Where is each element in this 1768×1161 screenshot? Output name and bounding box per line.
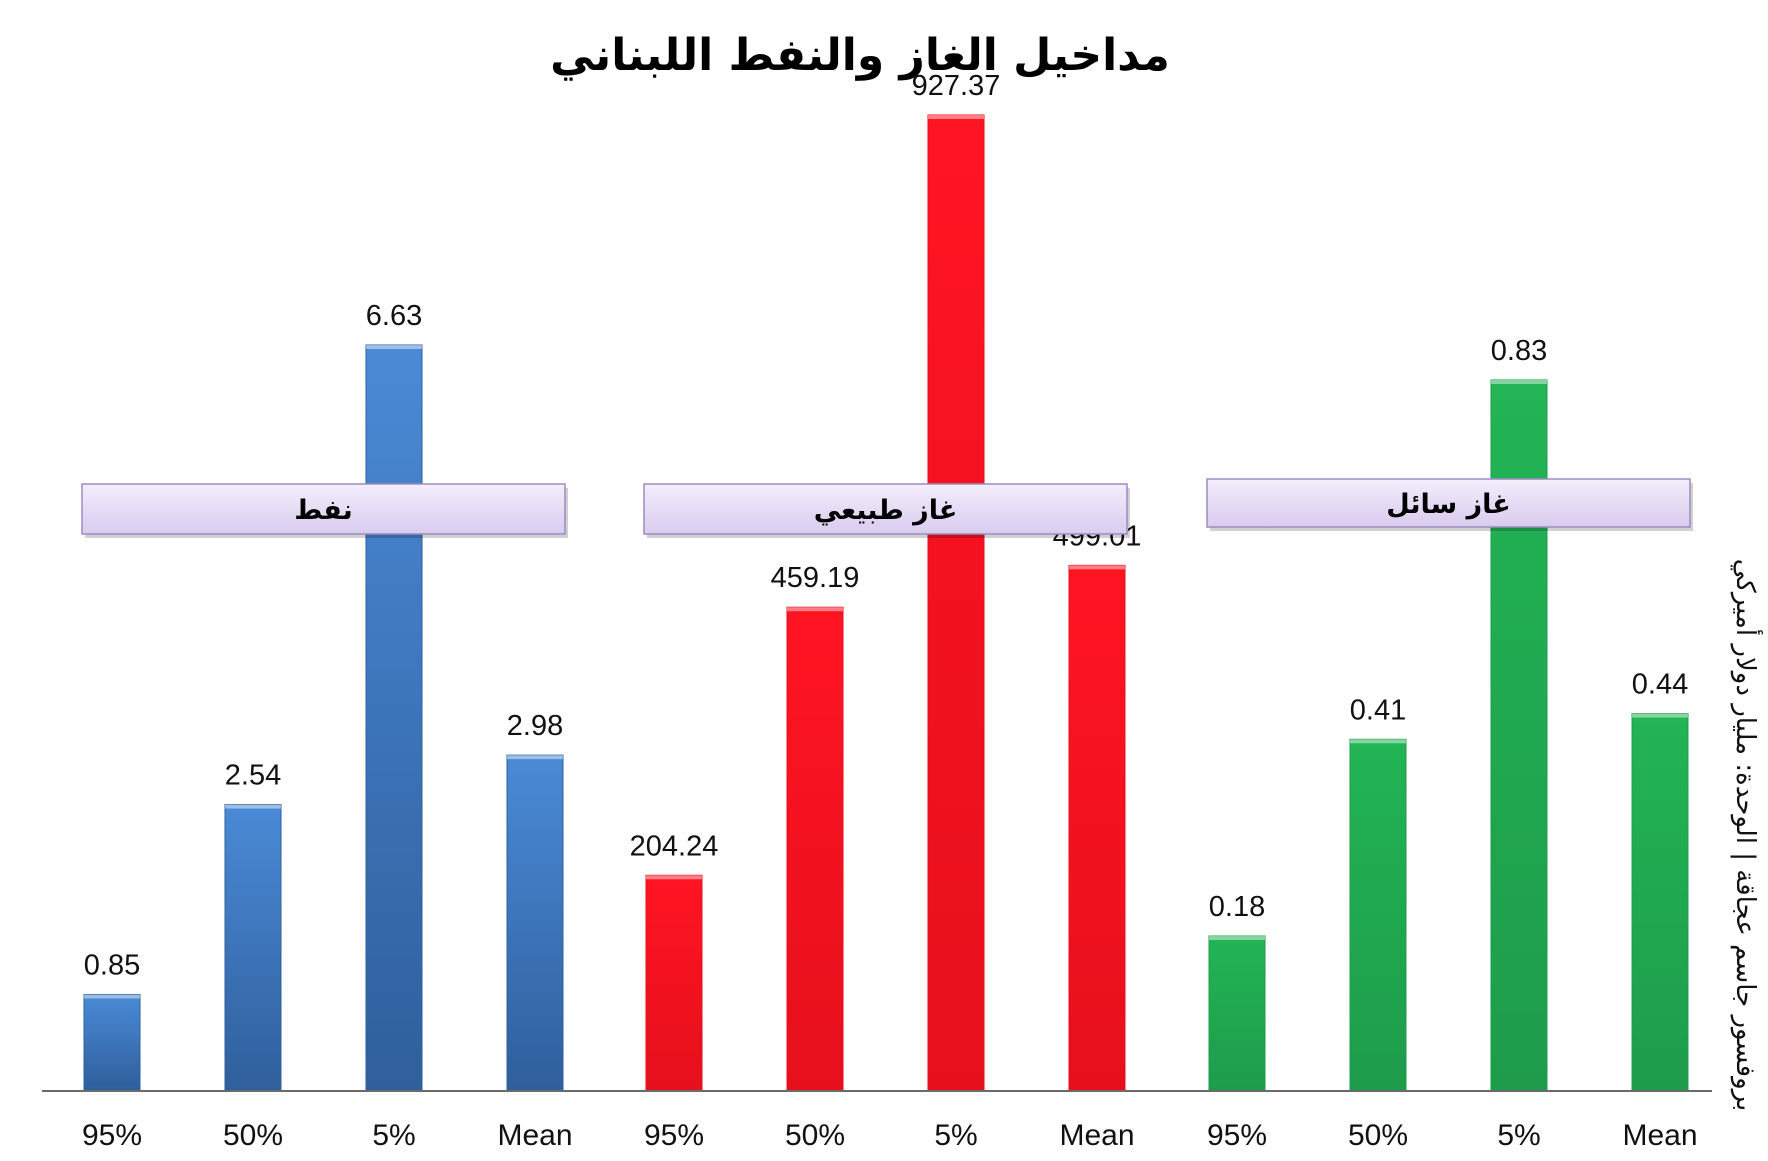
bar-2-mean bbox=[1068, 564, 1126, 1091]
bar-1-5pct bbox=[365, 344, 423, 1091]
bar-2-95pct bbox=[645, 874, 703, 1091]
bar-3-50pct bbox=[1349, 738, 1407, 1091]
x-tick-label: 5% bbox=[1497, 1119, 1540, 1152]
bar-1-mean bbox=[506, 754, 564, 1091]
group-band bbox=[81, 483, 566, 535]
bar-highlight bbox=[507, 755, 563, 760]
value-label: 0.18 bbox=[1209, 891, 1265, 923]
x-tick-label: 95% bbox=[644, 1119, 704, 1152]
ticks-layer: 95% 50% 5% Mean 95% 50% 5% Mean 95% 50% 5% Mean bbox=[82, 1119, 1698, 1152]
bar-2-5pct bbox=[927, 114, 985, 1091]
x-tick-label: 5% bbox=[934, 1119, 977, 1152]
bar-highlight bbox=[1209, 936, 1265, 941]
bars-layer bbox=[83, 114, 1689, 1091]
x-tick-label: Mean bbox=[1622, 1119, 1697, 1152]
bar-highlight bbox=[84, 994, 140, 999]
bar-highlight bbox=[1350, 739, 1406, 744]
bar-highlight bbox=[1069, 565, 1125, 570]
bar-highlight bbox=[225, 804, 281, 809]
x-tick-label: 50% bbox=[1348, 1119, 1408, 1152]
group-band bbox=[643, 483, 1128, 535]
bar-highlight bbox=[366, 345, 422, 349]
value-label: 0.41 bbox=[1350, 694, 1406, 726]
x-tick-label: 5% bbox=[372, 1119, 415, 1152]
group-label: غاز طبيعي bbox=[814, 495, 958, 526]
x-tick-label: 50% bbox=[785, 1119, 845, 1152]
value-label: 2.98 bbox=[507, 710, 563, 742]
value-label: 0.85 bbox=[84, 949, 140, 981]
value-label: 0.44 bbox=[1632, 669, 1688, 701]
bar-1-50pct bbox=[224, 804, 282, 1091]
chart-title: مداخيل الغاز والنفط اللبناني bbox=[550, 30, 1170, 81]
x-tick-label: 95% bbox=[82, 1119, 142, 1152]
bar-highlight bbox=[1632, 713, 1688, 718]
value-label: 2.54 bbox=[225, 760, 281, 792]
value-label: 927.37 bbox=[912, 70, 1001, 102]
x-tick-label: 95% bbox=[1207, 1119, 1267, 1152]
bar-highlight bbox=[646, 875, 702, 880]
bar-3-95pct bbox=[1208, 935, 1266, 1091]
value-label: 6.63 bbox=[366, 300, 422, 332]
x-tick-label: 50% bbox=[223, 1119, 283, 1152]
group-label: غاز سائل bbox=[1386, 489, 1510, 520]
bar-2-50pct bbox=[786, 606, 844, 1091]
group-band bbox=[1206, 478, 1691, 528]
bar-highlight bbox=[1491, 380, 1547, 384]
value-label: 0.83 bbox=[1491, 335, 1547, 367]
side-note: بروفسور جاسم عجاقة | الوحدة: مليار دولار… bbox=[1730, 559, 1764, 1111]
x-tick-label: Mean bbox=[497, 1119, 572, 1152]
labels-layer: 0.852.546.632.98نفط204.24459.19927.37499… bbox=[81, 70, 1693, 981]
bar-highlight bbox=[787, 607, 843, 612]
bar-1-95pct bbox=[83, 993, 141, 1091]
bar-3-mean bbox=[1631, 713, 1689, 1091]
group-label: نفط bbox=[294, 495, 352, 526]
bar-highlight bbox=[928, 115, 984, 119]
value-label: 459.19 bbox=[771, 562, 860, 594]
value-label: 204.24 bbox=[630, 830, 719, 862]
x-tick-label: Mean bbox=[1059, 1119, 1134, 1152]
